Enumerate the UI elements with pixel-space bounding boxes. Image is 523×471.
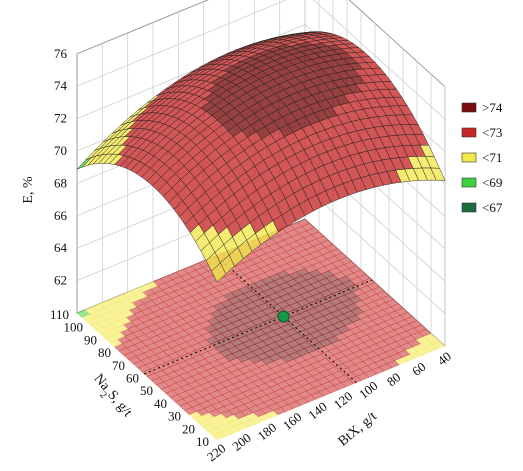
y-tick-label: 90 (84, 332, 97, 347)
optimum-point (277, 310, 290, 323)
z-tick-label: 68 (54, 175, 67, 190)
y-tick-label: 60 (126, 371, 139, 386)
y-tick-label: 70 (112, 358, 125, 373)
legend-swatch (461, 127, 477, 138)
legend-swatch (461, 152, 477, 163)
legend-label: <67 (482, 200, 503, 215)
x-tick-label: 60 (409, 359, 428, 379)
y-tick-label: 80 (98, 345, 111, 360)
legend-label: <69 (482, 175, 502, 190)
surface-cell (430, 167, 446, 181)
x-axis-title: BtX, g/t (336, 409, 380, 450)
legend-swatch (461, 177, 477, 188)
legend-label: <71 (482, 150, 502, 165)
legend-label: >74 (482, 100, 503, 115)
floor-cell (76, 309, 90, 318)
z-tick-label: 74 (54, 78, 68, 93)
y-tick-label: 40 (154, 396, 167, 411)
x-tick-label: 80 (384, 369, 403, 389)
y-tick-label: 20 (182, 421, 195, 436)
y-tick-label: 10 (196, 434, 209, 449)
legend-swatch (461, 102, 477, 113)
z-tick-label: 72 (54, 111, 67, 126)
y-axis-title-prefix: Na (91, 371, 113, 394)
z-tick-label: 76 (54, 46, 68, 61)
z-tick-label: 66 (54, 208, 68, 223)
optimum-guide-btx (143, 279, 373, 375)
z-axis-title: E, % (21, 176, 36, 204)
y-tick-label: 30 (168, 409, 181, 424)
z-tick-label: 64 (54, 240, 68, 255)
legend-swatch (461, 202, 477, 213)
y-tick-label: 110 (50, 307, 69, 322)
z-tick-label: 62 (54, 273, 67, 288)
legend: >74 <73 <71 <69 <67 (461, 100, 503, 215)
optimum-guide-na2s (215, 255, 357, 383)
response-surface (76, 31, 446, 283)
y-axis-title-subscript: 2 (98, 389, 110, 400)
z-tick-label: 70 (54, 143, 67, 158)
x-tick-label: 40 (434, 349, 453, 369)
legend-label: <73 (482, 125, 502, 140)
y-tick-label: 100 (64, 320, 84, 335)
contour-floor (76, 218, 446, 441)
y-tick-label: 50 (140, 383, 153, 398)
y-axis-title-suffix: S, g/t (104, 388, 135, 420)
